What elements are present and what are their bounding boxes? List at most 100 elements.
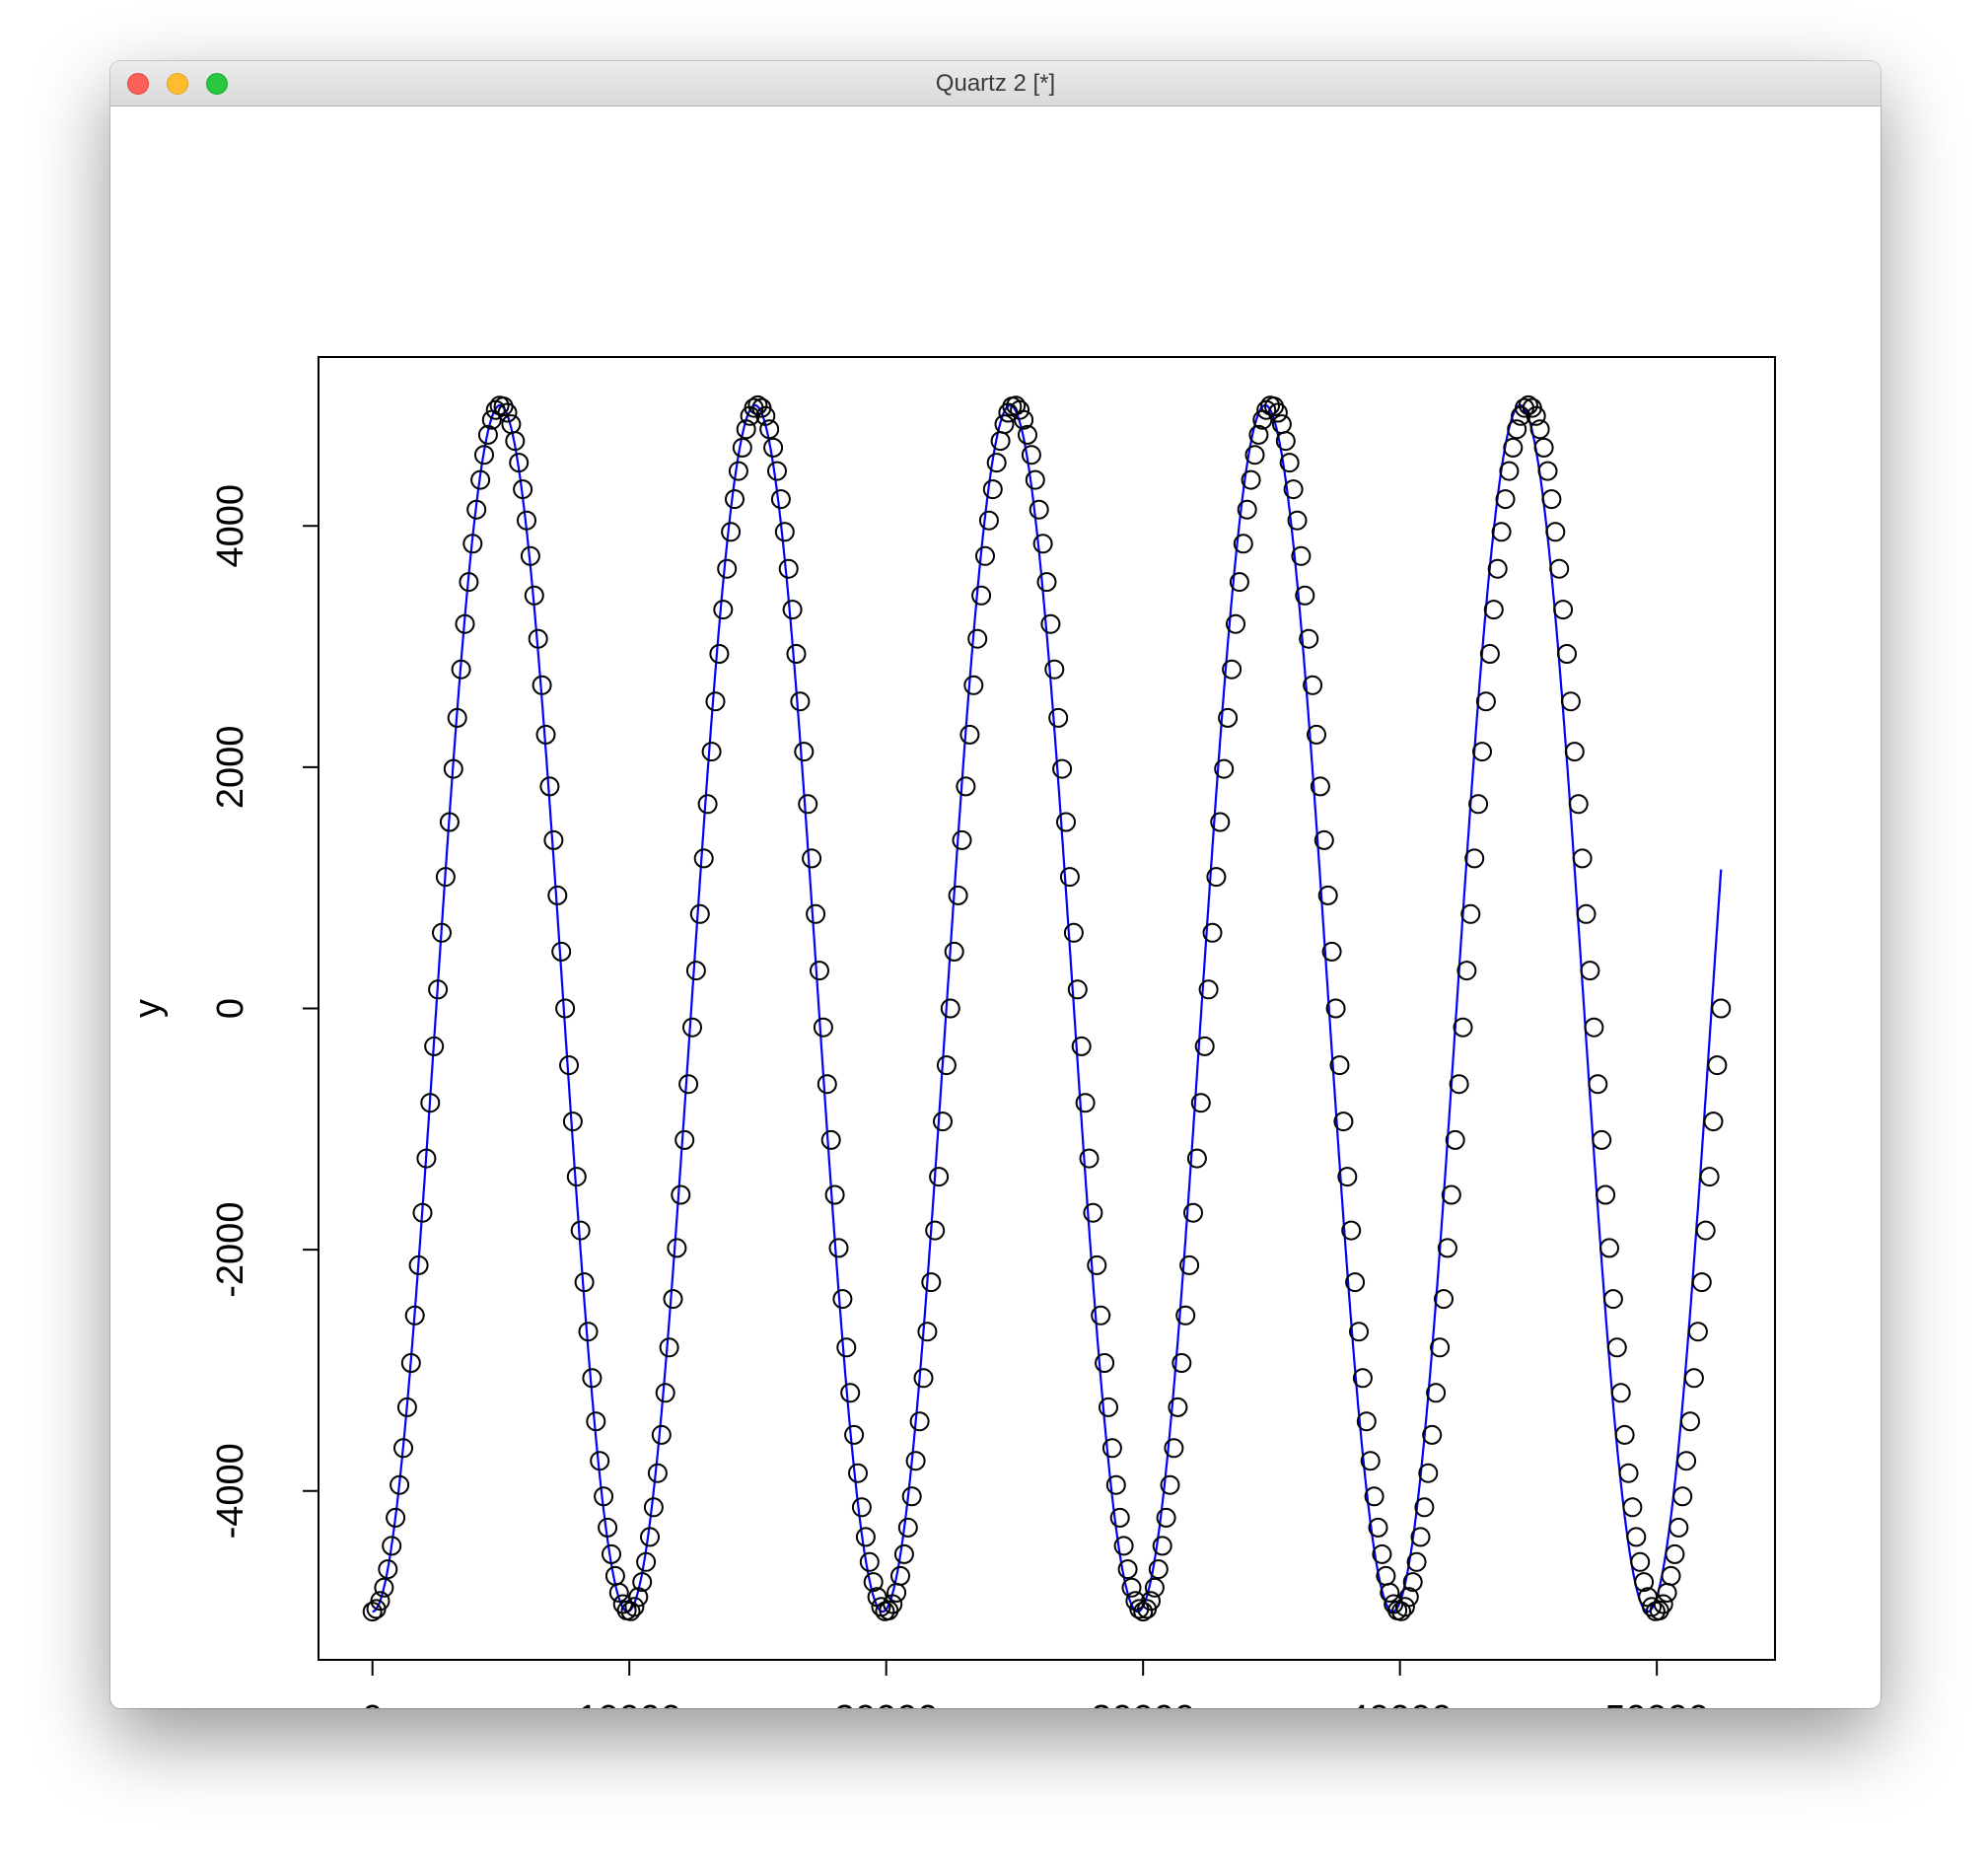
data-point <box>643 1497 664 1518</box>
data-point <box>1699 1167 1720 1187</box>
data-point <box>709 644 730 664</box>
data-point <box>1101 1438 1122 1459</box>
data-point <box>1267 402 1288 423</box>
data-point <box>594 1486 614 1507</box>
data-point <box>1175 1305 1196 1326</box>
data-point <box>971 585 992 606</box>
data-point <box>382 1536 402 1556</box>
data-point <box>447 707 467 728</box>
data-point <box>1295 585 1315 606</box>
data-point <box>1168 1397 1188 1417</box>
data-point <box>1614 1424 1635 1445</box>
data-point <box>840 1383 861 1403</box>
data-point <box>1063 922 1084 943</box>
data-point <box>374 1577 394 1598</box>
minimize-button[interactable] <box>167 73 188 95</box>
data-point <box>424 1036 445 1056</box>
data-point <box>959 724 980 745</box>
y-tick-label: 0 <box>210 998 251 1019</box>
data-point <box>1222 659 1242 680</box>
data-point <box>936 1055 957 1076</box>
data-point <box>578 1322 599 1342</box>
data-point <box>396 1397 417 1417</box>
data-point <box>917 1322 938 1342</box>
data-point <box>474 445 494 466</box>
data-point <box>855 1527 876 1547</box>
data-point <box>944 941 964 962</box>
data-point <box>1040 613 1061 634</box>
data-point <box>1333 1111 1354 1132</box>
data-point <box>1472 742 1492 762</box>
data-point <box>1599 1238 1619 1258</box>
data-point <box>443 758 463 779</box>
data-point <box>1307 724 1326 745</box>
data-point <box>459 572 479 593</box>
data-point <box>701 742 722 762</box>
data-point <box>435 867 456 888</box>
data-point <box>940 998 960 1019</box>
data-point <box>978 510 999 531</box>
data-point <box>1596 1184 1616 1205</box>
data-point <box>1148 1559 1169 1580</box>
data-point <box>632 1572 653 1593</box>
x-tick-label: 40000 <box>1348 1698 1453 1708</box>
data-point <box>1018 424 1037 445</box>
data-point <box>393 1438 413 1459</box>
data-point <box>1703 1111 1724 1132</box>
data-point <box>1676 1451 1697 1471</box>
data-point <box>651 1424 672 1445</box>
data-point <box>725 489 745 510</box>
data-point <box>913 1368 934 1389</box>
data-point <box>1622 1497 1643 1518</box>
data-point <box>1099 1397 1118 1417</box>
data-point <box>1445 1129 1465 1150</box>
data-point <box>1014 409 1034 430</box>
data-point <box>1707 1055 1728 1076</box>
data-point <box>1210 812 1231 832</box>
data-point <box>1287 510 1308 531</box>
data-point <box>721 522 742 542</box>
data-point <box>667 1238 687 1258</box>
title-bar[interactable]: Quartz 2 [*] <box>110 61 1881 107</box>
data-point <box>462 534 483 554</box>
zoom-button[interactable] <box>206 73 228 95</box>
data-point <box>1687 1322 1708 1342</box>
data-point <box>1410 1527 1431 1547</box>
data-point <box>636 1551 657 1572</box>
data-point <box>528 628 548 649</box>
data-point <box>1025 469 1045 490</box>
data-point <box>883 1594 903 1614</box>
data-point <box>1052 758 1073 779</box>
data-point <box>390 1474 410 1495</box>
data-point <box>1349 1322 1369 1342</box>
data-point <box>697 794 718 815</box>
data-point <box>1588 1074 1608 1095</box>
data-point <box>1503 437 1524 458</box>
data-point <box>975 545 995 566</box>
data-point <box>713 600 734 620</box>
data-point <box>1291 545 1312 566</box>
data-point <box>1206 867 1227 888</box>
fitted-line <box>372 403 1723 1613</box>
data-point <box>586 1411 606 1432</box>
data-point <box>1398 1587 1419 1608</box>
data-point <box>543 829 564 850</box>
data-point <box>994 414 1015 435</box>
data-point <box>386 1507 406 1528</box>
data-point <box>370 1591 390 1612</box>
data-point <box>497 402 518 423</box>
data-point <box>956 776 976 797</box>
data-point <box>1172 1353 1192 1373</box>
data-point <box>1314 829 1334 850</box>
data-point <box>551 941 572 962</box>
data-point <box>1248 424 1269 445</box>
data-point <box>1303 675 1323 695</box>
data-point <box>1483 600 1504 620</box>
data-point <box>1360 1451 1381 1471</box>
data-point <box>963 675 984 695</box>
data-point <box>786 644 807 664</box>
close-button[interactable] <box>127 73 149 95</box>
data-point <box>1606 1337 1627 1358</box>
data-point <box>1087 1255 1107 1275</box>
